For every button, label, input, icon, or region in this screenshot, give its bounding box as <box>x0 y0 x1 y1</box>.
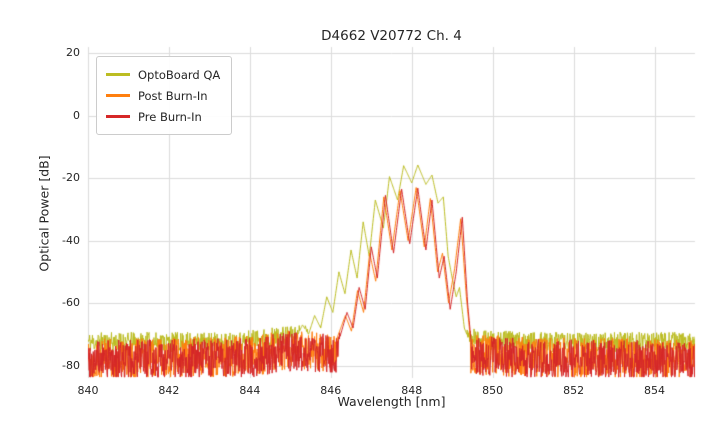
legend-label-pre-burn-in: Pre Burn-In <box>138 109 202 124</box>
legend-item-post-burn-in: Post Burn-In <box>106 85 220 106</box>
x-tick-label: 844 <box>239 384 261 397</box>
legend: OptoBoard QA Post Burn-In Pre Burn-In <box>96 56 233 135</box>
y-tick-label: -20 <box>62 171 80 185</box>
legend-label-post-burn-in: Post Burn-In <box>138 88 208 103</box>
y-axis-label: Optical Power [dB] <box>36 155 52 272</box>
legend-item-optoboard-qa: OptoBoard QA <box>106 64 220 85</box>
legend-label-optoboard-qa: OptoBoard QA <box>138 67 221 82</box>
x-tick-label: 848 <box>401 384 423 397</box>
legend-line-pre-burn-in <box>106 115 130 118</box>
x-tick-label: 854 <box>644 384 666 397</box>
legend-line-optoboard-qa <box>106 73 130 76</box>
x-tick-label: 840 <box>77 384 99 397</box>
x-tick-label: 852 <box>563 384 585 397</box>
y-tick-label: 0 <box>73 108 80 122</box>
x-tick-label: 842 <box>158 384 180 397</box>
y-tick-label: 20 <box>66 46 80 60</box>
legend-line-post-burn-in <box>106 94 130 97</box>
x-tick-label: 846 <box>320 384 342 397</box>
y-tick-label: -60 <box>62 296 80 310</box>
y-tick-label: -80 <box>62 358 80 372</box>
x-tick-label: 850 <box>482 384 504 397</box>
legend-item-pre-burn-in: Pre Burn-In <box>106 106 220 127</box>
y-tick-label: -40 <box>62 233 80 247</box>
x-axis-label: Wavelength [nm] <box>337 394 446 409</box>
chart-title: D4662 V20772 Ch. 4 <box>321 28 462 44</box>
